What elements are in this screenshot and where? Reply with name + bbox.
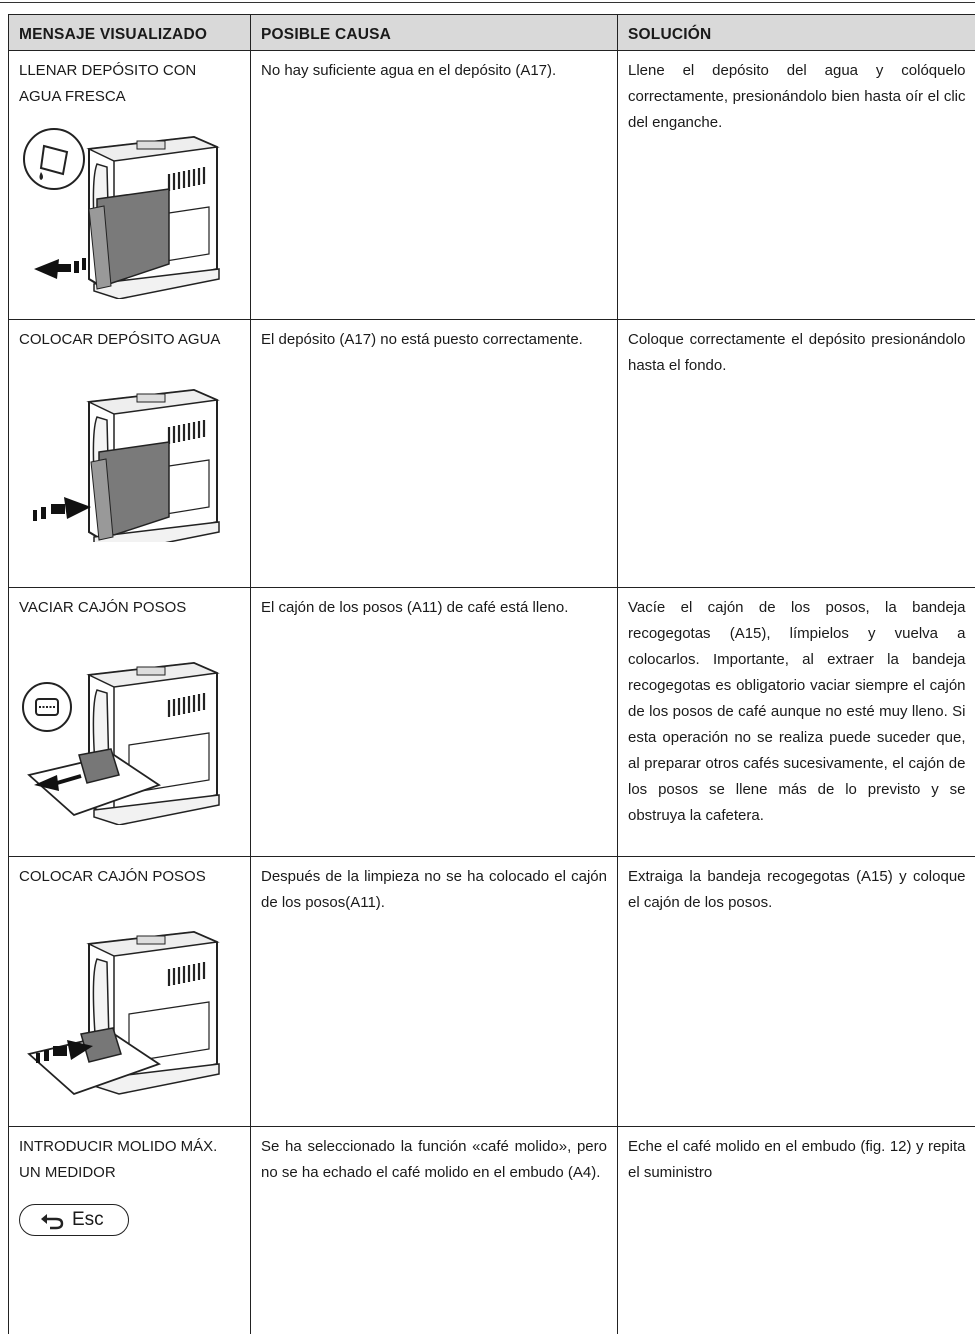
solution-cell: Llene el depósito del agua y colóquelo c… <box>618 51 975 320</box>
message: INTRODUCIR MOLIDO MÁX. UN MEDIDOR <box>19 1134 240 1186</box>
row: INTRODUCIR MOLIDO MÁX. UN MEDIDOR Esc Se… <box>9 1127 975 1334</box>
message-cell: LLENAR DEPÓSITO CON AGUA FRESCA <box>9 51 251 320</box>
row: COLOCAR CAJÓN POSOS Después de la limpie… <box>9 857 975 1127</box>
table-body: LLENAR DEPÓSITO CON AGUA FRESCA No hay s… <box>9 51 975 1334</box>
illustration <box>19 124 229 299</box>
illustration <box>19 367 229 542</box>
cause-cell: Después de la limpieza no se ha colocado… <box>251 857 618 1127</box>
graphic <box>64 497 91 519</box>
cause-cell: El cajón de los posos (A11) de café está… <box>251 588 618 857</box>
cause-cell: Se ha seleccionado la función «café moli… <box>251 1127 618 1334</box>
message: LLENAR DEPÓSITO CON AGUA FRESCA <box>19 58 240 110</box>
message-cell: COLOCAR CAJÓN POSOS <box>9 857 251 1127</box>
message-cell: INTRODUCIR MOLIDO MÁX. UN MEDIDOR Esc <box>9 1127 251 1334</box>
graphic <box>57 264 71 272</box>
cause-cell: El depósito (A17) no está puesto correct… <box>251 320 618 588</box>
graphic <box>74 261 79 273</box>
graphic <box>82 258 86 270</box>
header-row: MENSAJE VISUALIZADO POSIBLE CAUSA SOLUCI… <box>9 15 975 51</box>
top-rule <box>0 2 975 3</box>
row: LLENAR DEPÓSITO CON AGUA FRESCA No hay s… <box>9 51 975 320</box>
solution-cell: Coloque correctamente el depósito presio… <box>618 320 975 588</box>
row: VACIAR CAJÓN POSOS El cajón de los posos… <box>9 588 975 857</box>
button-label: Esc <box>72 1206 104 1234</box>
back-icon <box>40 1210 64 1230</box>
graphic <box>36 1053 40 1063</box>
troubleshooting-table: MENSAJE VISUALIZADO POSIBLE CAUSA SOLUCI… <box>8 14 975 1334</box>
message: COLOCAR CAJÓN POSOS <box>19 864 240 890</box>
message: COLOCAR DEPÓSITO AGUA <box>19 327 240 353</box>
message-cell: VACIAR CAJÓN POSOS <box>9 588 251 857</box>
graphic <box>44 1050 49 1061</box>
message: VACIAR CAJÓN POSOS <box>19 595 240 621</box>
graphic <box>51 504 65 514</box>
graphic <box>24 129 84 189</box>
graphic <box>46 1219 62 1228</box>
solution-cell: Eche el café molido en el embudo (fig. 1… <box>618 1127 975 1334</box>
illustration <box>19 635 229 825</box>
header-cell: MENSAJE VISUALIZADO <box>9 15 251 51</box>
esc-button[interactable]: Esc <box>19 1204 129 1236</box>
graphic <box>33 510 37 521</box>
solution-cell: Vacíe el cajón de los posos, la bandeja … <box>618 588 975 857</box>
header-cell: POSIBLE CAUSA <box>251 15 618 51</box>
cause-cell: No hay suficiente agua en el depósito (A… <box>251 51 618 320</box>
message-cell: COLOCAR DEPÓSITO AGUA <box>9 320 251 588</box>
row: COLOCAR DEPÓSITO AGUA El depósito (A17) … <box>9 320 975 588</box>
table-head: MENSAJE VISUALIZADO POSIBLE CAUSA SOLUCI… <box>9 15 975 51</box>
graphic <box>53 1046 67 1056</box>
header-cell: SOLUCIÓN <box>618 15 975 51</box>
illustration <box>19 904 229 1104</box>
solution-cell: Extraiga la bandeja recogegotas (A15) y … <box>618 857 975 1127</box>
graphic <box>41 507 46 519</box>
graphic <box>34 259 59 279</box>
